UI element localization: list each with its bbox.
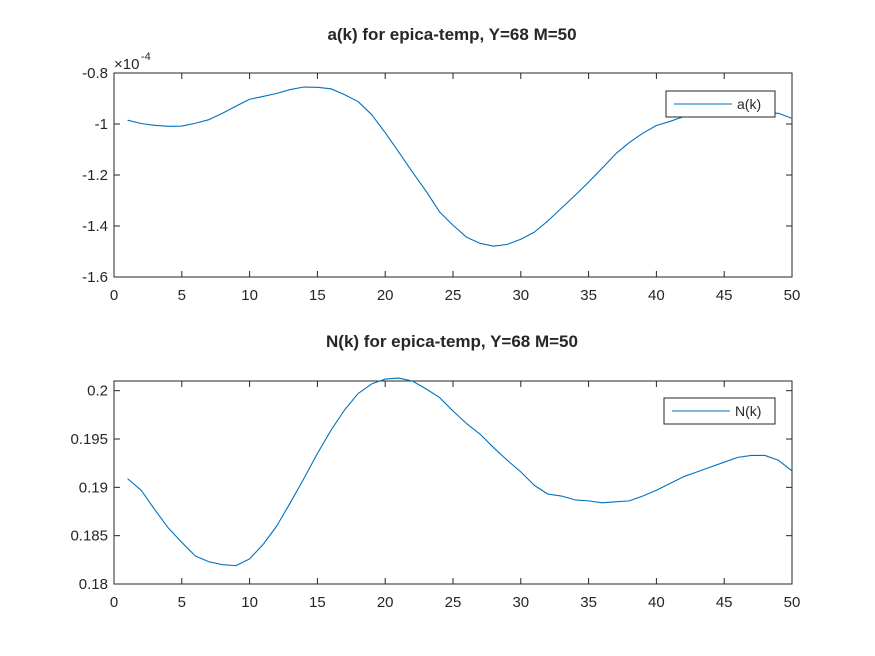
legend: a(k): [665, 90, 776, 118]
x-tick-label: 10: [241, 594, 258, 611]
x-tick-label: 35: [580, 594, 597, 611]
subplot-n-k: N(k) for epica-temp, Y=68 M=50 0 5 10 15 20 2…: [70, 332, 800, 611]
y-tick-label: -1.2: [82, 167, 108, 184]
x-tick-label: 20: [377, 287, 394, 304]
legend-label: a(k): [737, 96, 761, 112]
x-tick-label: 5: [178, 287, 186, 304]
y-tick-label: 0.19: [79, 479, 108, 496]
x-tick-label: 40: [648, 287, 665, 304]
legend: N(k): [663, 397, 776, 425]
exponent-base: ×10: [114, 56, 139, 73]
x-tick-label: 20: [377, 594, 394, 611]
y-tick-label: -1.6: [82, 269, 108, 286]
chart-title: a(k) for epica-temp, Y=68 M=50: [327, 25, 576, 44]
x-tick-label: 50: [784, 287, 801, 304]
y-tick-label: -0.8: [82, 65, 108, 82]
x-tick-label: 10: [241, 287, 258, 304]
y-axis-exponent: ×10 -4: [114, 51, 151, 73]
y-tick-label: -1: [95, 116, 108, 133]
series-line: [127, 377, 793, 567]
x-tick-label: 45: [716, 594, 733, 611]
exponent-power: -4: [141, 51, 151, 63]
x-tick-label: 35: [580, 287, 597, 304]
x-tick-label: 25: [445, 594, 462, 611]
y-tick-label: 0.2: [87, 383, 108, 400]
x-tick-label: 30: [512, 287, 529, 304]
x-tick-label: 0: [110, 594, 118, 611]
x-tick-label: 45: [716, 287, 733, 304]
x-tick-label: 50: [784, 594, 801, 611]
x-tick-label: 30: [512, 594, 529, 611]
x-tick-label: 40: [648, 594, 665, 611]
y-tick-label: 0.195: [70, 431, 108, 448]
x-tick-label: 0: [110, 287, 118, 304]
chart-title: N(k) for epica-temp, Y=68 M=50: [326, 332, 578, 351]
y-tick-label: 0.185: [70, 528, 108, 545]
x-tick-label: 15: [309, 287, 326, 304]
y-tick-label: -1.4: [82, 218, 108, 235]
x-tick-label: 25: [445, 287, 462, 304]
x-tick-label: 15: [309, 594, 326, 611]
legend-label: N(k): [735, 403, 761, 419]
x-tick-label: 5: [178, 594, 186, 611]
subplot-a-k: a(k) for epica-temp, Y=68 M=50 ×10 -4 0 5…: [82, 25, 800, 304]
y-tick-label: 0.18: [79, 576, 108, 593]
